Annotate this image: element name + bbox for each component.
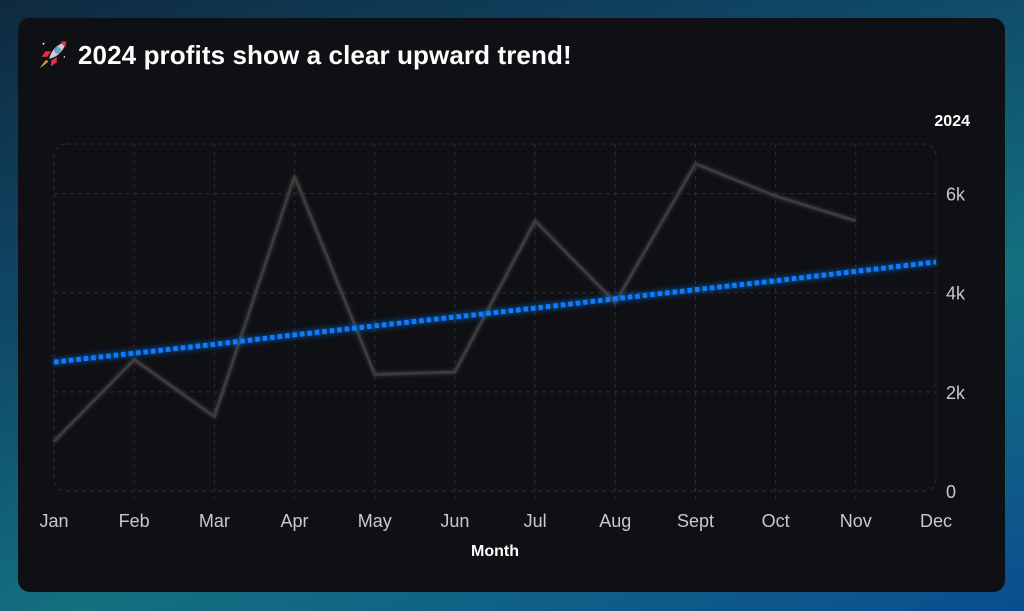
chart-title-text: 2024 profits show a clear upward trend! xyxy=(78,39,572,70)
x-tick-label: Sept xyxy=(677,511,714,531)
x-axis-title: Month xyxy=(471,543,519,560)
x-tick-label: Oct xyxy=(762,511,790,531)
x-tick-label: Feb xyxy=(119,511,150,531)
y-axis: 0 2k 4k 6k xyxy=(946,185,966,502)
x-tick-label: Jun xyxy=(440,511,469,531)
x-axis: Jan Feb Mar Apr May Jun Jul Aug Sept Oct Nov Dec xyxy=(39,511,952,531)
x-tick-label: Apr xyxy=(281,511,309,531)
y-tick-label: 4k xyxy=(946,284,966,304)
y-tick-label: 0 xyxy=(946,482,956,502)
y-tick-label: 2k xyxy=(946,383,966,403)
legend-label: 2024 xyxy=(934,113,970,130)
x-tick-label: Nov xyxy=(840,511,872,531)
x-tick-label: Aug xyxy=(599,511,631,531)
x-tick-label: Dec xyxy=(920,511,952,531)
rocket-icon xyxy=(39,41,67,69)
x-tick-label: Jan xyxy=(39,511,68,531)
chart-grid xyxy=(53,143,937,499)
y-tick-label: 6k xyxy=(946,185,966,205)
x-tick-label: Mar xyxy=(199,511,230,531)
chart-title: 2024 profits show a clear upward trend! xyxy=(36,38,572,72)
x-tick-label: Jul xyxy=(524,511,547,531)
trend-line xyxy=(53,259,937,365)
x-tick-label: May xyxy=(358,511,392,531)
profit-line xyxy=(52,162,857,443)
chart-card xyxy=(18,18,1005,592)
